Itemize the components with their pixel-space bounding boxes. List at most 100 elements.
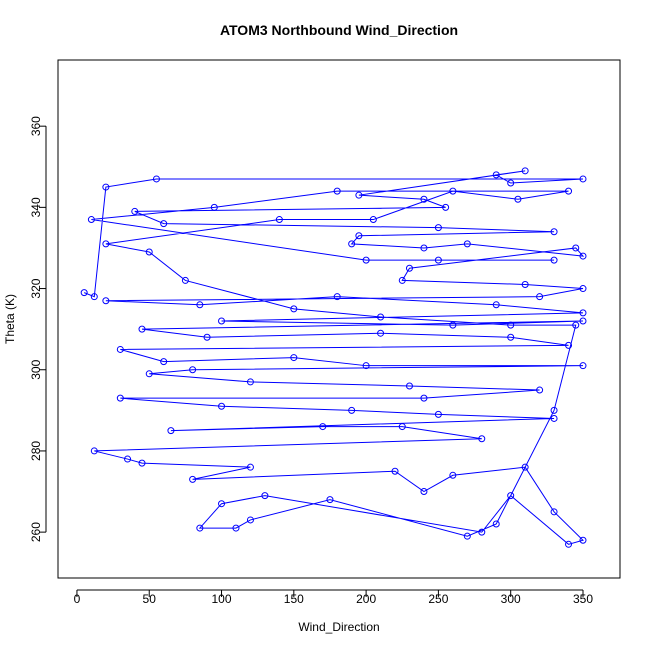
point [102, 183, 110, 191]
point [152, 175, 160, 183]
point [507, 321, 515, 329]
point [319, 423, 327, 431]
point [355, 232, 363, 240]
point [87, 216, 95, 224]
y-tick-label: 320 [29, 278, 43, 298]
point [572, 244, 580, 252]
point [420, 244, 428, 252]
point [131, 207, 139, 215]
point [181, 276, 189, 284]
point [246, 378, 254, 386]
point [478, 528, 486, 536]
point [507, 333, 515, 341]
point [80, 289, 88, 297]
point [167, 427, 175, 435]
point [579, 285, 587, 293]
point [290, 354, 298, 362]
point [434, 256, 442, 264]
point [514, 195, 522, 203]
point [550, 406, 558, 414]
point [579, 536, 587, 544]
point [492, 171, 500, 179]
point [145, 248, 153, 256]
point [218, 500, 226, 508]
point [160, 358, 168, 366]
point [449, 321, 457, 329]
point [203, 333, 211, 341]
point [261, 492, 269, 500]
point [145, 370, 153, 378]
point [565, 341, 573, 349]
point [218, 317, 226, 325]
point [405, 382, 413, 390]
x-tick-label: 300 [501, 592, 521, 606]
point [246, 516, 254, 524]
point [579, 252, 587, 260]
point [246, 463, 254, 471]
point [189, 475, 197, 483]
x-tick-label: 200 [356, 592, 376, 606]
point [90, 447, 98, 455]
point [138, 459, 146, 467]
point [420, 394, 428, 402]
point [492, 520, 500, 528]
point [550, 508, 558, 516]
point [449, 187, 457, 195]
y-tick-label: 260 [29, 522, 43, 542]
x-tick-label: 150 [284, 592, 304, 606]
point [579, 317, 587, 325]
point [550, 256, 558, 264]
point [348, 406, 356, 414]
point [189, 366, 197, 374]
x-tick-label: 350 [573, 592, 593, 606]
point [405, 264, 413, 272]
point [377, 313, 385, 321]
point [210, 203, 218, 211]
point [218, 402, 226, 410]
point [333, 187, 341, 195]
point [348, 240, 356, 248]
point [536, 386, 544, 394]
point [507, 179, 515, 187]
point [507, 492, 515, 500]
series-line [83, 170, 585, 545]
y-tick-label: 360 [29, 116, 43, 136]
point [420, 488, 428, 496]
point [521, 463, 529, 471]
point [579, 362, 587, 370]
point [434, 410, 442, 418]
point [449, 471, 457, 479]
point [116, 394, 124, 402]
point [377, 329, 385, 337]
point [232, 524, 240, 532]
point [572, 321, 580, 329]
point [333, 293, 341, 301]
y-axis-label: Theta (K) [3, 294, 17, 344]
point [138, 325, 146, 333]
point [434, 224, 442, 232]
point [326, 496, 334, 504]
point [420, 195, 428, 203]
point [124, 455, 132, 463]
point [579, 309, 587, 317]
point [478, 435, 486, 443]
x-tick-label: 0 [74, 592, 81, 606]
x-tick-label: 250 [428, 592, 448, 606]
point [565, 187, 573, 195]
x-axis-label: Wind_Direction [298, 620, 379, 634]
point [355, 191, 363, 199]
point [102, 297, 110, 305]
point [102, 240, 110, 248]
y-tick-label: 340 [29, 197, 43, 217]
point [550, 228, 558, 236]
point [391, 467, 399, 475]
point [369, 216, 377, 224]
point [550, 414, 558, 422]
point [521, 167, 529, 175]
point [536, 293, 544, 301]
plot-frame [57, 59, 621, 579]
x-tick-label: 100 [212, 592, 232, 606]
y-tick-label: 300 [29, 359, 43, 379]
point [362, 256, 370, 264]
point [196, 524, 204, 532]
